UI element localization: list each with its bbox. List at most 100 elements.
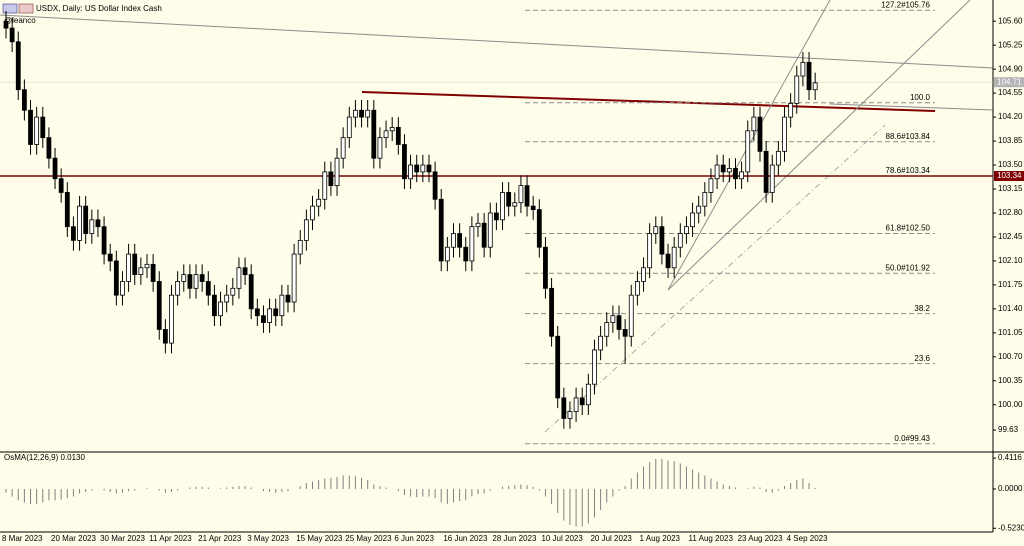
candle-body <box>616 315 622 330</box>
candle-body <box>199 274 205 282</box>
candle-body <box>395 126 401 145</box>
x-tick-label: 6 Jun 2023 <box>394 534 434 543</box>
candle-body <box>353 109 358 118</box>
candle-body <box>641 267 646 282</box>
candle-body <box>162 329 168 344</box>
x-tick-label: 3 May 2023 <box>247 534 289 543</box>
candle-body <box>806 61 812 91</box>
y-tick-label: 102.45 <box>998 232 1023 241</box>
candle-body <box>487 212 493 248</box>
candle-body <box>297 239 303 255</box>
y-tick-label: 104.20 <box>998 112 1023 121</box>
x-tick-label: 23 Aug 2023 <box>738 534 783 543</box>
candle-body <box>101 226 107 255</box>
x-tick-label: 10 Jul 2023 <box>541 534 583 543</box>
candle-body <box>690 212 695 228</box>
candle-body <box>573 397 579 412</box>
candle-body <box>444 246 450 262</box>
candle-body <box>346 116 352 139</box>
candle-body <box>359 109 364 118</box>
candle-body <box>634 281 640 296</box>
candle-body <box>34 116 40 145</box>
candle-body <box>592 349 597 385</box>
x-tick-label: 28 Jun 2023 <box>492 534 537 543</box>
y-tick-label: 100.35 <box>998 376 1023 385</box>
candle-body <box>561 397 567 419</box>
candle-body <box>708 178 714 193</box>
candle-body <box>285 294 291 303</box>
candle-body <box>89 219 95 234</box>
x-tick-label: 20 Jul 2023 <box>590 534 632 543</box>
y-tick-label: 103.50 <box>998 160 1023 169</box>
fib-label: 88.6#103.84 <box>886 132 931 141</box>
candle-body <box>15 41 21 91</box>
y-tick-label: 100.00 <box>998 400 1023 409</box>
candle-body <box>40 116 46 139</box>
candle-body <box>763 150 769 193</box>
candle-body <box>775 150 781 166</box>
candle-body <box>757 116 763 152</box>
candle-body <box>175 281 181 296</box>
candle-body <box>506 192 512 207</box>
candle-body <box>493 212 499 221</box>
candle-body <box>242 267 248 276</box>
candle-body <box>463 246 469 262</box>
candle-body <box>733 168 738 180</box>
candle-body <box>52 157 58 180</box>
candle-body <box>555 335 561 399</box>
fib-label: 0.0#99.43 <box>894 434 930 443</box>
candle-body <box>218 301 223 317</box>
symbol-icon <box>2 3 18 14</box>
y-tick-label: 99.63 <box>998 425 1019 434</box>
x-tick-label: 20 Mar 2023 <box>51 534 96 543</box>
candle-body <box>659 226 665 255</box>
candle-body <box>248 274 254 310</box>
fib-label: 78.6#103.34 <box>886 166 931 175</box>
candle-body <box>212 294 217 317</box>
candle-body <box>113 260 119 296</box>
y-tick-label: 100.70 <box>998 352 1023 361</box>
fib-label: 127.2#105.76 <box>881 0 930 9</box>
candle-body <box>267 308 272 323</box>
candle-body <box>788 103 794 118</box>
candle-body <box>543 246 548 289</box>
fib-label: 23.6 <box>914 354 930 363</box>
candle-body <box>236 267 242 289</box>
x-tick-label: 11 Aug 2023 <box>689 534 734 543</box>
y-tick-label: 102.10 <box>998 256 1023 265</box>
candle-body <box>426 164 432 173</box>
y-tick-label: -0.5230 <box>998 523 1024 532</box>
y-tick-label: 102.80 <box>998 208 1023 217</box>
neckline <box>361 91 936 112</box>
candle-body <box>261 315 266 323</box>
x-tick-label: 30 Mar 2023 <box>100 534 145 543</box>
y-tick-label: 105.60 <box>998 16 1023 25</box>
candle-body <box>653 226 659 234</box>
candle-body <box>451 233 456 248</box>
y-tick-label: 101.40 <box>998 304 1023 313</box>
candle-body <box>371 109 377 159</box>
y-tick-label: 104.55 <box>998 88 1023 97</box>
y-tick-label: 0.0000 <box>998 484 1023 493</box>
candle-body <box>530 205 536 210</box>
candle-body <box>438 198 444 262</box>
x-tick-label: 1 Aug 2023 <box>640 534 681 543</box>
candle-body <box>126 253 131 282</box>
candle-body <box>77 205 82 241</box>
fib-label: 38.2 <box>914 304 930 313</box>
candle-body <box>536 209 542 248</box>
candle-body <box>107 253 113 262</box>
candle-body <box>408 164 413 180</box>
candle-body <box>782 116 787 152</box>
candle-body <box>432 171 438 200</box>
last-price-label: 104.71 <box>997 77 1022 86</box>
candle-body <box>512 202 518 207</box>
candle-body <box>585 383 591 406</box>
candle-body <box>769 164 775 193</box>
candle-body <box>549 287 554 337</box>
candle-body <box>334 157 340 186</box>
fib-label: 61.8#102.50 <box>886 224 931 233</box>
candle-body <box>402 144 407 180</box>
resistance-line <box>0 14 993 69</box>
candle-body <box>702 192 708 207</box>
